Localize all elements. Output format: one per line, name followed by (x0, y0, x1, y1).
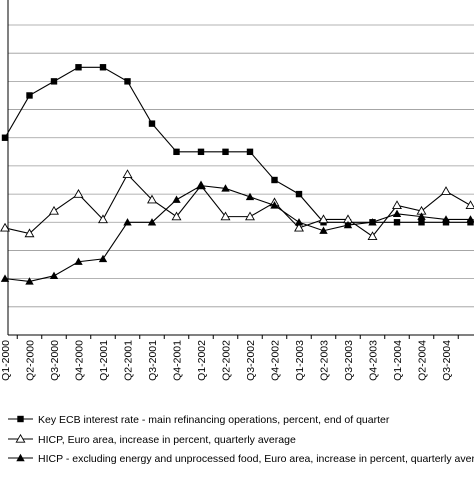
data-point (0, 274, 10, 282)
data-point (318, 214, 329, 224)
legend: Key ECB interest rate - main refinancing… (8, 414, 474, 465)
data-point (393, 219, 401, 226)
data-point (294, 222, 304, 232)
legend-item: Key ECB interest rate - main refinancing… (8, 414, 390, 426)
data-point (98, 214, 108, 224)
x-tick-label: Q4-2000 (74, 340, 86, 381)
data-point (24, 228, 35, 238)
x-tick-label: Q1-2002 (196, 340, 208, 381)
data-point (75, 64, 82, 71)
legend-marker (15, 433, 26, 443)
data-point (98, 254, 108, 263)
data-point (392, 209, 402, 218)
data-point (246, 148, 254, 156)
data-point (392, 200, 402, 210)
data-point (271, 176, 278, 184)
data-point (0, 222, 10, 232)
x-tick-label: Q2-2004 (417, 340, 429, 381)
data-point (172, 195, 181, 203)
series-line (4, 173, 471, 238)
data-point (367, 231, 378, 241)
data-point (220, 211, 231, 221)
data-point (441, 215, 451, 223)
data-point (173, 148, 180, 156)
data-point (466, 215, 474, 223)
data-point (25, 277, 34, 285)
data-point (417, 212, 426, 220)
data-point (26, 92, 33, 99)
series-line (4, 185, 471, 283)
series-3 (0, 181, 474, 285)
x-tick-label: Q4-2001 (172, 340, 184, 381)
x-tick-label: Q2-2000 (25, 340, 37, 381)
data-point (73, 188, 84, 198)
x-tick-label: Q1-2004 (392, 340, 404, 381)
x-tick-label: Q1-2001 (98, 340, 110, 381)
legend-label: HICP - excluding energy and unprocessed … (38, 453, 474, 465)
data-point (465, 200, 474, 210)
data-point (147, 218, 157, 226)
data-point (49, 271, 59, 280)
data-point (295, 190, 303, 198)
x-tick-label: Q2-2001 (123, 340, 135, 381)
data-point (441, 186, 451, 195)
data-point (147, 194, 157, 204)
legend-marker (17, 415, 24, 423)
data-point (124, 78, 131, 85)
x-tick-label: Q1-2003 (294, 340, 306, 381)
x-tick-label: Q1-2000 (0, 340, 12, 381)
data-point (418, 219, 425, 226)
data-point (319, 226, 328, 234)
data-point (74, 257, 83, 265)
data-point (49, 205, 59, 215)
series-1 (1, 64, 474, 226)
data-point (221, 184, 230, 192)
data-point (245, 211, 255, 221)
data-point (148, 120, 156, 127)
legend-label: Key ECB interest rate - main refinancing… (38, 414, 390, 426)
x-tick-label: Q2-2002 (221, 340, 233, 381)
data-point (343, 220, 353, 229)
data-point (197, 148, 205, 156)
data-point (50, 78, 58, 85)
series-lines (0, 64, 474, 285)
data-point (368, 218, 377, 226)
series-line (4, 66, 471, 223)
x-tick-labels: Q1-2000 Q2-2000 Q3-2000 Q4-2000 Q1-2001 Q2-20… (0, 340, 453, 381)
series-2 (0, 169, 474, 241)
x-tick-label: Q3-2002 (245, 340, 257, 381)
data-point (222, 148, 229, 156)
x-tick-label: Q3-2000 (49, 340, 61, 381)
axes (7, 0, 474, 339)
x-tick-label: Q3-2004 (441, 340, 453, 381)
legend-label: HICP, Euro area, increase in percent, qu… (38, 434, 296, 446)
legend-marker (16, 453, 25, 462)
data-point (294, 218, 304, 226)
legend-item: HICP, Euro area, increase in percent, qu… (8, 433, 296, 446)
data-point (123, 218, 132, 226)
x-tick-label: Q2-2003 (319, 340, 331, 381)
data-point (1, 134, 9, 141)
x-tick-label: Q4-2003 (368, 340, 380, 381)
x-tick-label: Q3-2001 (147, 340, 159, 381)
data-point (122, 169, 133, 179)
data-point (171, 211, 182, 221)
x-tick-label: Q3-2003 (343, 340, 355, 381)
data-point (196, 181, 206, 189)
legend-item: HICP - excluding energy and unprocessed … (8, 453, 474, 465)
data-point (270, 201, 279, 209)
data-point (245, 192, 255, 201)
x-tick-label: Q4-2002 (270, 340, 282, 381)
data-point (99, 64, 107, 71)
